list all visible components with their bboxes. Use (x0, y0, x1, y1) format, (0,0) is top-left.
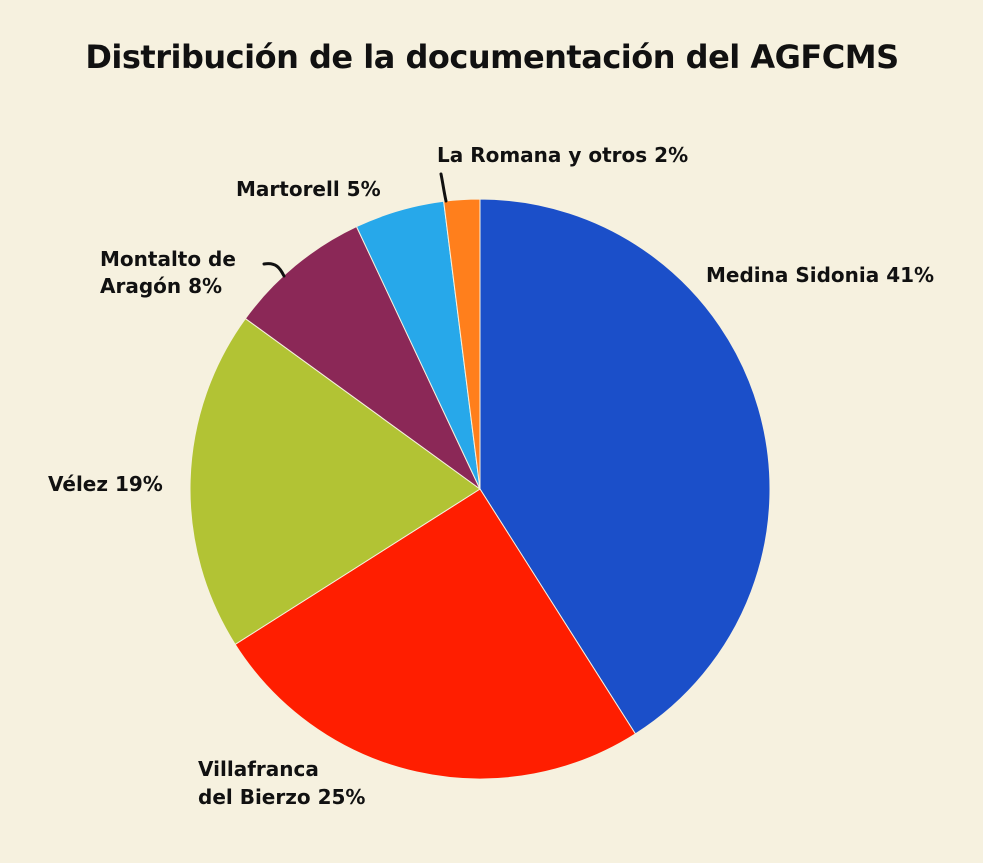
leader-lines (262, 172, 448, 278)
leader-la-romana (439, 172, 448, 203)
slice-label-medina-sidonia: Medina Sidonia 41% (706, 263, 934, 287)
slice-label-la-romana-y-otros: La Romana y otros 2% (437, 143, 688, 167)
pie-slice-villafranca-del-bierzo (234, 488, 637, 780)
chart-title: Distribución de la documentación del AGF… (85, 38, 898, 76)
slice-label-montalto-de-aragon: Montalto de Aragón 8% (100, 247, 236, 298)
pie-slices (189, 198, 771, 780)
slice-label-villafranca-del-bierzo: Villafranca del Bierzo 25% (198, 757, 365, 809)
pie-slice-la-romana-y-otros (443, 198, 481, 490)
slice-label-martorell: Martorell 5% (236, 177, 381, 201)
slice-labels: Medina Sidonia 41% Villafranca del Bierzo … (48, 143, 934, 809)
pie-slice-velez (189, 317, 481, 646)
pie-slice-medina-sidonia (479, 198, 771, 735)
pie-slice-montalto-de-aragon (244, 225, 481, 490)
slice-label-velez: Vélez 19% (48, 472, 163, 496)
leader-montalto (262, 262, 286, 278)
